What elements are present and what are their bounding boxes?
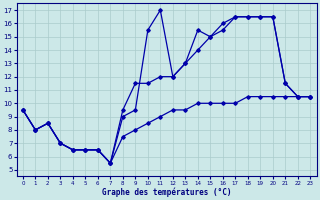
X-axis label: Graphe des températures (°C): Graphe des températures (°C) bbox=[102, 187, 231, 197]
